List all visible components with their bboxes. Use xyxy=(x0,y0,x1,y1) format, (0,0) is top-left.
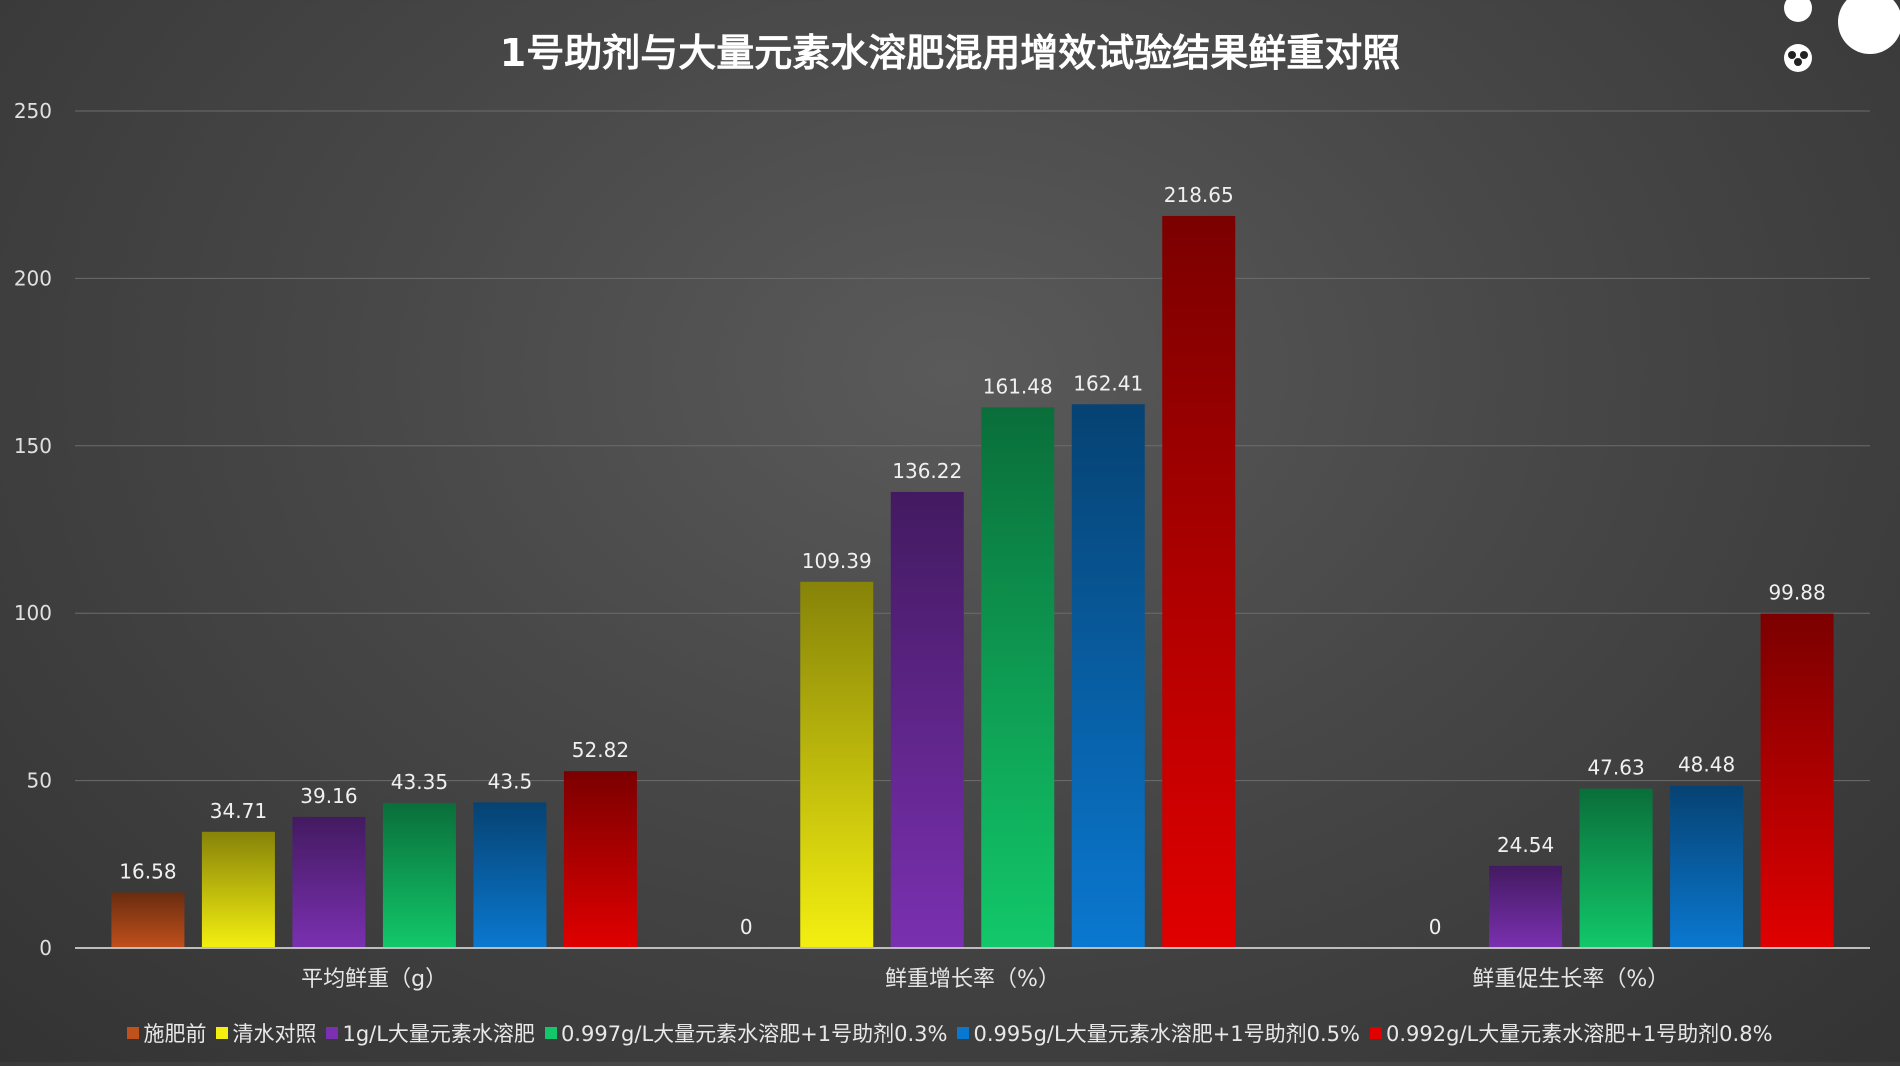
data-label: 24.54 xyxy=(1497,833,1554,857)
axis-layer: 0 50 100 150 200 250 平均鲜重（g） 鲜重增长率（%） 鲜重促生长率（%） xyxy=(14,99,1870,992)
bar xyxy=(111,892,185,948)
data-label: 43.35 xyxy=(391,770,448,794)
cartoon-decoration xyxy=(1770,0,1900,80)
data-label: 48.48 xyxy=(1678,753,1735,777)
grid-layer xyxy=(75,110,1870,782)
y-tick-label: 200 xyxy=(14,266,52,290)
data-label: 39.16 xyxy=(300,784,357,808)
data-label-layer: 16.58 34.71 39.16 43.35 43.5 52.82 0 109.39 136.… xyxy=(119,183,1825,939)
data-label: 47.63 xyxy=(1587,756,1644,780)
bar-layer xyxy=(111,215,1834,949)
data-label: 99.88 xyxy=(1768,581,1825,605)
legend-item: 0.997g/L大量元素水溶肥+1号助剂0.3% xyxy=(544,1018,948,1048)
bar xyxy=(890,491,964,948)
data-label: 43.5 xyxy=(488,769,533,793)
legend-label: 1g/L大量元素水溶肥 xyxy=(342,1022,535,1046)
data-label: 0 xyxy=(740,915,753,939)
data-label: 52.82 xyxy=(572,738,629,762)
legend-item: 施肥前 xyxy=(127,1018,206,1048)
data-label: 34.71 xyxy=(210,799,267,823)
y-tick-label: 100 xyxy=(14,601,52,625)
bar xyxy=(292,816,366,948)
bar xyxy=(1162,215,1236,949)
legend: 施肥前 清水对照 1g/L大量元素水溶肥 0.997g/L大量元素水溶肥+1号助剂0.… xyxy=(0,1018,1900,1048)
y-tick-label: 0 xyxy=(39,936,52,960)
y-tick-label: 250 xyxy=(14,99,52,123)
data-label: 16.58 xyxy=(119,859,176,883)
bar xyxy=(1489,865,1563,948)
bar xyxy=(473,802,547,948)
bar xyxy=(800,581,874,948)
data-label: 0 xyxy=(1429,915,1442,939)
x-category-label: 鲜重促生长率（%） xyxy=(1472,967,1669,992)
legend-swatch xyxy=(1370,1027,1382,1039)
bar xyxy=(201,831,275,948)
legend-label: 施肥前 xyxy=(143,1022,207,1046)
legend-item: 0.992g/L大量元素水溶肥+1号助剂0.8% xyxy=(1370,1018,1773,1048)
legend-item: 0.995g/L大量元素水溶肥+1号助剂0.5% xyxy=(957,1018,1360,1048)
data-label: 218.65 xyxy=(1164,183,1234,207)
legend-item: 1g/L大量元素水溶肥 xyxy=(326,1018,535,1048)
x-category-label: 鲜重增长率（%） xyxy=(885,967,1060,992)
legend-swatch xyxy=(544,1027,557,1039)
bar xyxy=(981,407,1055,948)
legend-swatch xyxy=(127,1027,140,1039)
bar xyxy=(382,802,456,948)
legend-item: 清水对照 xyxy=(216,1018,316,1048)
x-category-label: 平均鲜重（g） xyxy=(301,967,447,992)
y-tick-label: 50 xyxy=(27,769,52,793)
legend-swatch xyxy=(216,1027,229,1039)
data-label: 109.39 xyxy=(802,549,872,573)
legend-label: 0.995g/L大量元素水溶肥+1号助剂0.5% xyxy=(973,1022,1360,1046)
chart-title: 1号助剂与大量元素水溶肥混用增效试验结果鲜重对照 xyxy=(500,31,1400,75)
bar xyxy=(1071,404,1145,948)
y-tick-label: 150 xyxy=(14,434,52,458)
legend-label: 0.997g/L大量元素水溶肥+1号助剂0.3% xyxy=(560,1022,948,1046)
data-label: 136.22 xyxy=(892,459,962,483)
legend-swatch xyxy=(957,1027,970,1039)
legend-label: 0.992g/L大量元素水溶肥+1号助剂0.8% xyxy=(1386,1022,1773,1046)
legend-swatch xyxy=(326,1027,339,1039)
bar xyxy=(1579,788,1653,948)
data-label: 162.41 xyxy=(1073,371,1143,395)
legend-label: 清水对照 xyxy=(232,1022,317,1046)
bar xyxy=(563,771,637,948)
data-label: 161.48 xyxy=(983,374,1053,398)
bar xyxy=(1670,785,1744,948)
bar xyxy=(1760,613,1834,948)
